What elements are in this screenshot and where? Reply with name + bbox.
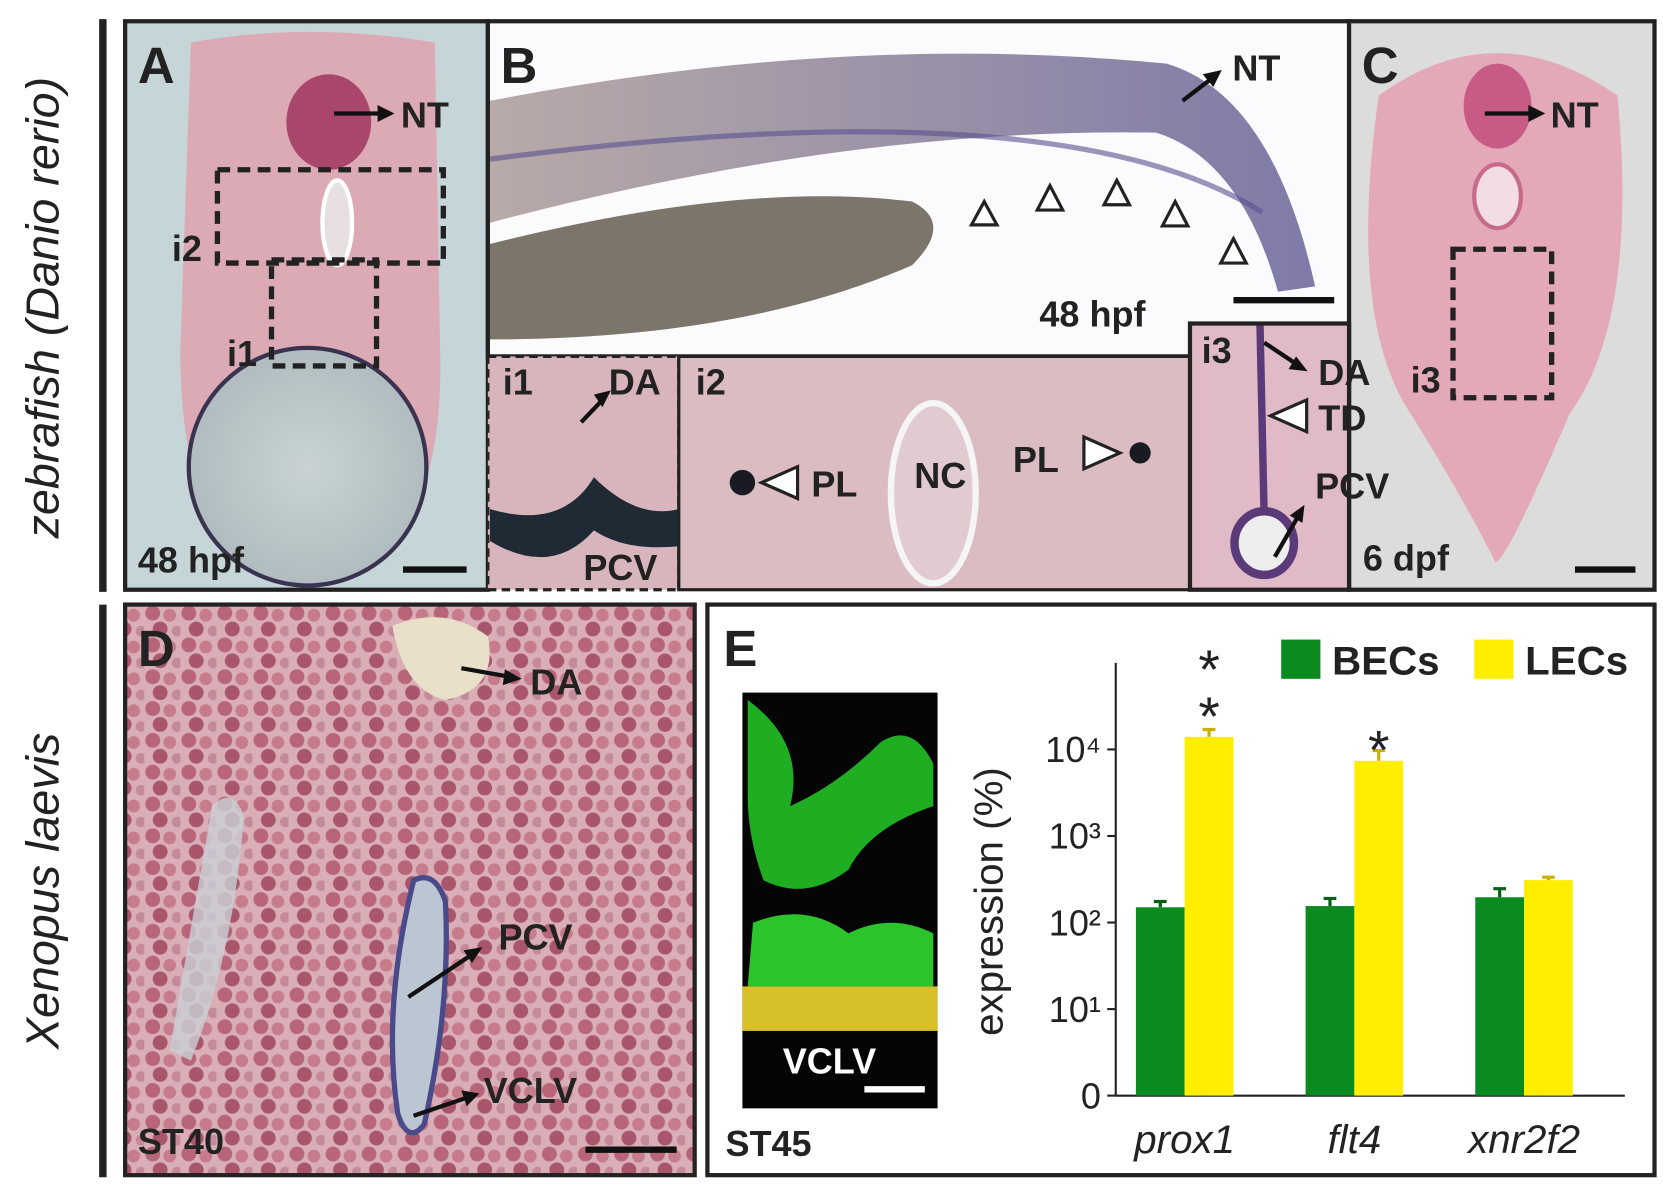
inset-i2: i2 PL NC PL (677, 354, 1192, 592)
error-bar (1153, 899, 1167, 908)
row-label: zebrafish (Danio rerio) (16, 77, 68, 540)
label: i2 (696, 362, 726, 403)
label: TD (1318, 398, 1366, 439)
label: 6 dpf (1363, 538, 1450, 579)
inset-i1: i1 DA PCV (486, 354, 681, 592)
y-tick-label: 10⁴ (1045, 729, 1101, 770)
error-bar (1493, 887, 1507, 898)
panel-letter: D (138, 620, 175, 677)
y-tick-label: 10³ (1049, 816, 1101, 857)
panel-letter: B (501, 37, 538, 94)
label: i3 (1202, 330, 1232, 371)
panel-a: NT i2 i1 48 hpf A (123, 19, 490, 592)
label: VCLV (783, 1040, 876, 1081)
bar (1475, 897, 1525, 1096)
label: NT (1232, 48, 1280, 89)
inset-i3: i3 DA TD PCV (1187, 321, 1389, 592)
y-tick-label: 10¹ (1049, 989, 1101, 1030)
label: i2 (172, 228, 202, 269)
y-tick-label: 10² (1049, 902, 1101, 943)
error-bar (1542, 875, 1555, 881)
panel-letter: E (723, 620, 757, 677)
panel-c: NT i3 6 dpf C (1346, 19, 1657, 592)
label: PL (811, 463, 857, 504)
label: ST45 (725, 1123, 811, 1164)
panel-letter: A (138, 37, 175, 94)
label: DA (1318, 352, 1370, 393)
label: NT (401, 94, 449, 135)
label: ST40 (138, 1121, 224, 1162)
bar (1305, 906, 1355, 1096)
panel-b: NT 48 hpf B (485, 19, 1352, 359)
label: i3 (1411, 359, 1441, 400)
label: i1 (503, 362, 533, 403)
legend-label: BECs (1332, 639, 1440, 684)
significance: * (1348, 719, 1410, 766)
label: PCV (498, 916, 572, 957)
panel-d: DA PCV VCLV ST40 D (123, 602, 697, 1178)
error-bar (1202, 727, 1216, 737)
label: i1 (227, 333, 257, 374)
bar (1354, 760, 1404, 1096)
label: NC (914, 455, 966, 496)
x-tick-label: xnr2f2 (1466, 1117, 1580, 1162)
row-label: Xenopus laevis (16, 733, 68, 1050)
x-tick-label: flt4 (1327, 1117, 1381, 1162)
panel-e: VCLV ST45 E expression (%) 0 10¹ 10² 10³ 10⁴… (705, 602, 1657, 1178)
label: PCV (583, 547, 657, 588)
label: VCLV (484, 1070, 577, 1111)
bar (1184, 736, 1234, 1096)
y-tick-label: 0 (1081, 1075, 1101, 1116)
panel-letter: C (1362, 37, 1399, 94)
y-axis-label: expression (%) (966, 767, 1011, 1036)
legend-swatch (1281, 639, 1321, 679)
label: PCV (1315, 466, 1389, 507)
label: 48 hpf (1039, 294, 1146, 335)
x-tick-label: prox1 (1133, 1117, 1235, 1162)
label: PL (1013, 439, 1059, 480)
label: DA (530, 662, 582, 703)
significance: ** (1178, 638, 1240, 732)
legend-swatch (1474, 639, 1514, 679)
bar (1524, 880, 1573, 1096)
plot: 0 10¹ 10² 10³ 10⁴ prox1 ** flt4 * xnr2f2 BECs LECs (1045, 638, 1628, 1162)
error-bar (1323, 896, 1337, 907)
bar (1135, 907, 1185, 1096)
legend-label: LECs (1525, 639, 1628, 684)
label: 48 hpf (138, 540, 245, 581)
label: NT (1551, 94, 1599, 135)
error-bar (1372, 749, 1386, 761)
label: DA (609, 362, 661, 403)
